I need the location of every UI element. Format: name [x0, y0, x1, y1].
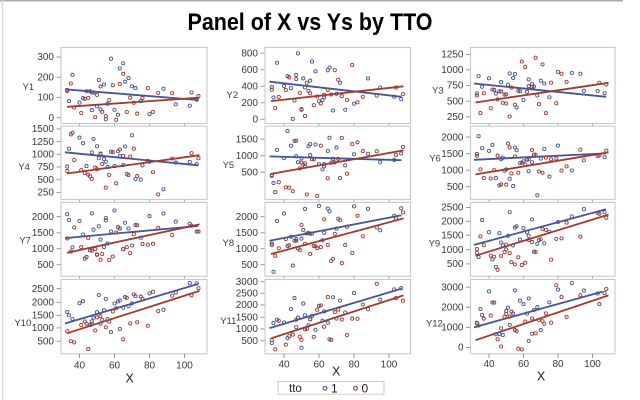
svg-text:0: 0: [252, 115, 258, 126]
svg-text:Y11: Y11: [220, 316, 236, 327]
svg-text:Y6: Y6: [429, 154, 441, 165]
svg-text:1000: 1000: [236, 244, 259, 255]
svg-text:1000: 1000: [441, 65, 464, 76]
svg-text:100: 100: [381, 360, 398, 371]
svg-text:Y9: Y9: [429, 239, 441, 250]
svg-text:500: 500: [241, 336, 258, 347]
svg-text:Y7: Y7: [19, 236, 31, 247]
svg-text:2500: 2500: [441, 203, 464, 214]
svg-text:200: 200: [241, 98, 258, 109]
svg-text:1500: 1500: [236, 134, 259, 145]
svg-text:60: 60: [518, 359, 530, 370]
svg-text:Y10: Y10: [14, 318, 31, 329]
svg-text:80: 80: [348, 360, 360, 371]
svg-text:500: 500: [241, 260, 258, 271]
svg-text:500: 500: [447, 259, 464, 270]
svg-text:1500: 1500: [32, 311, 55, 322]
svg-text:40: 40: [278, 360, 290, 371]
svg-text:1500: 1500: [236, 313, 259, 324]
svg-text:500: 500: [241, 167, 258, 178]
svg-text:100: 100: [584, 359, 601, 370]
svg-text:400: 400: [241, 82, 258, 93]
svg-text:200: 200: [37, 72, 54, 83]
svg-text:600: 600: [241, 65, 258, 76]
svg-text:250: 250: [37, 188, 54, 199]
svg-text:1500: 1500: [32, 228, 55, 239]
svg-text:2500: 2500: [236, 289, 259, 300]
svg-text:1250: 1250: [441, 50, 464, 61]
svg-text:80: 80: [144, 361, 156, 372]
svg-text:0: 0: [48, 113, 54, 124]
svg-text:750: 750: [447, 81, 464, 92]
svg-text:1000: 1000: [32, 244, 55, 255]
svg-text:1000: 1000: [32, 150, 55, 161]
svg-text:1: 1: [331, 381, 338, 395]
svg-text:1250: 1250: [32, 137, 55, 148]
svg-text:500: 500: [37, 336, 54, 347]
svg-text:Y12: Y12: [426, 318, 443, 329]
svg-text:2000: 2000: [441, 132, 464, 143]
svg-text:1000: 1000: [441, 165, 464, 176]
svg-text:80: 80: [552, 359, 564, 370]
svg-text:Panel of X vs Ys by TTO: Panel of X vs Ys by TTO: [188, 9, 433, 36]
svg-text:X: X: [126, 372, 135, 386]
svg-text:1500: 1500: [441, 230, 464, 241]
svg-text:60: 60: [313, 360, 325, 371]
svg-text:2000: 2000: [32, 212, 55, 223]
svg-text:1000: 1000: [441, 323, 464, 334]
svg-text:0: 0: [362, 381, 369, 395]
svg-text:2000: 2000: [236, 212, 259, 223]
svg-text:500: 500: [447, 96, 464, 107]
svg-text:Y5: Y5: [223, 160, 235, 171]
svg-text:X: X: [537, 370, 546, 384]
svg-text:X: X: [332, 365, 341, 379]
svg-text:1000: 1000: [441, 245, 464, 256]
svg-text:300: 300: [37, 52, 54, 63]
svg-text:0: 0: [458, 343, 464, 354]
svg-text:2000: 2000: [236, 300, 259, 311]
svg-text:40: 40: [74, 361, 86, 372]
svg-text:500: 500: [37, 260, 54, 271]
svg-text:2500: 2500: [32, 284, 55, 295]
svg-text:750: 750: [37, 162, 54, 173]
svg-text:1500: 1500: [32, 124, 55, 135]
svg-text:Y4: Y4: [18, 162, 30, 173]
svg-text:60: 60: [109, 361, 121, 372]
svg-text:2000: 2000: [441, 217, 464, 228]
svg-text:100: 100: [176, 361, 193, 372]
svg-text:1000: 1000: [32, 323, 55, 334]
svg-text:tto: tto: [289, 383, 302, 395]
svg-text:Y1: Y1: [22, 82, 34, 93]
svg-text:40: 40: [483, 359, 495, 370]
svg-text:500: 500: [447, 182, 464, 193]
svg-text:Y3: Y3: [432, 86, 444, 97]
svg-text:3000: 3000: [236, 277, 259, 288]
svg-text:1500: 1500: [441, 149, 464, 160]
svg-text:1500: 1500: [236, 228, 259, 239]
svg-text:Y2: Y2: [226, 90, 238, 101]
svg-text:1000: 1000: [236, 324, 259, 335]
svg-text:Y8: Y8: [222, 238, 234, 249]
svg-text:2000: 2000: [441, 303, 464, 314]
svg-text:100: 100: [37, 93, 54, 104]
svg-text:1000: 1000: [236, 151, 259, 162]
svg-text:800: 800: [241, 48, 258, 59]
svg-text:3000: 3000: [441, 282, 464, 293]
svg-text:250: 250: [447, 112, 464, 123]
svg-text:500: 500: [37, 175, 54, 186]
svg-text:2000: 2000: [32, 298, 55, 309]
